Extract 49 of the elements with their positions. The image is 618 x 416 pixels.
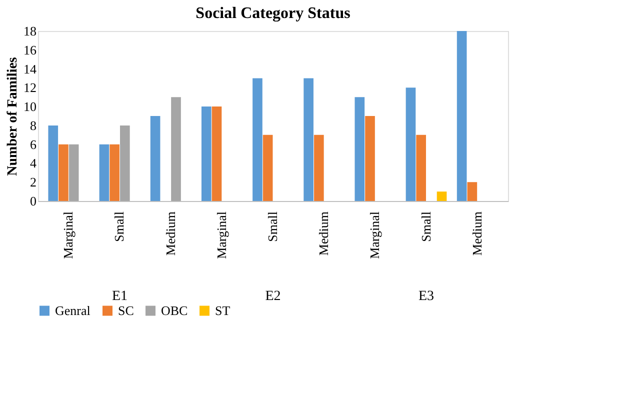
bar	[262, 134, 273, 201]
x-tick-label: Marginal	[214, 211, 229, 259]
y-tick-label: 12	[24, 80, 36, 96]
x-tick-label: Medium	[469, 212, 484, 256]
x-tick-label: Marginal	[367, 211, 382, 259]
bar	[436, 192, 447, 201]
bar	[48, 125, 58, 201]
x-tick-label: Small	[418, 211, 434, 242]
y-tick-label: 16	[24, 42, 37, 58]
x-tick-label: Medium	[162, 212, 178, 256]
y-tick-label: 0	[30, 194, 36, 208]
bar	[467, 182, 478, 201]
legend-label: OBC	[161, 302, 188, 318]
y-tick-label: 2	[30, 174, 36, 190]
chart-title: Social Category Status	[196, 5, 350, 22]
y-tick-label: 14	[24, 61, 37, 76]
bar	[212, 106, 222, 201]
y-tick-label: 10	[24, 99, 36, 114]
bar	[406, 88, 416, 201]
bar	[110, 144, 120, 201]
bar	[304, 78, 314, 201]
bar	[354, 97, 365, 201]
y-tick-label: 6	[30, 136, 37, 152]
legend-label: SC	[118, 302, 134, 318]
bar	[120, 125, 130, 201]
bar	[68, 144, 79, 201]
bar	[201, 106, 212, 201]
legend-label: ST	[215, 302, 230, 318]
bar	[314, 134, 324, 201]
bar	[456, 31, 467, 201]
x-tick-label: Marginal	[60, 211, 76, 259]
y-tick-label: 18	[24, 24, 36, 38]
y-tick-label: 4	[30, 156, 37, 171]
y-axis-title: Number of Families	[6, 56, 20, 176]
text: E3	[418, 289, 434, 304]
text: E1	[112, 289, 128, 304]
legend-label: Genral	[55, 302, 91, 318]
y-tick-label: 8	[30, 118, 36, 133]
bar	[150, 116, 160, 201]
bar	[99, 144, 110, 201]
text: E2	[265, 289, 281, 304]
bar	[58, 144, 68, 201]
bar	[252, 78, 262, 201]
x-tick-label: Small	[112, 211, 127, 242]
x-tick-label: Small	[265, 211, 280, 242]
bar	[171, 97, 181, 201]
x-tick-label: Medium	[316, 212, 332, 256]
bar	[416, 134, 426, 201]
bar	[365, 116, 375, 201]
